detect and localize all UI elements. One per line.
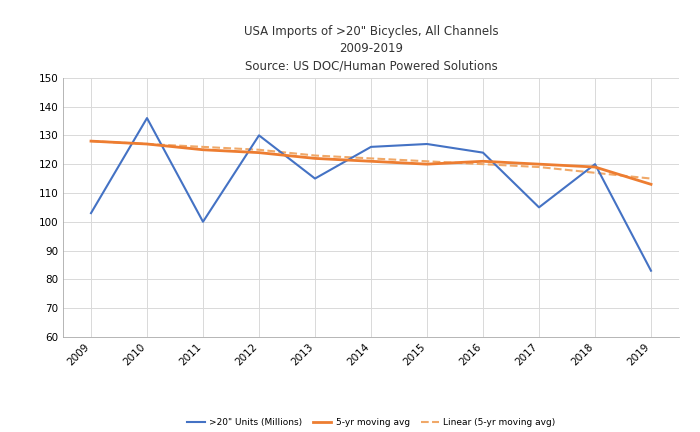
>20" Units (Millions) <box>367 144 375 149</box>
Linear (5-yr moving avg) <box>423 159 431 164</box>
Linear (5-yr moving avg) <box>143 141 151 146</box>
5-yr moving avg <box>87 139 95 144</box>
Line: 5-yr moving avg: 5-yr moving avg <box>91 141 651 184</box>
5-yr moving avg <box>591 165 599 170</box>
5-yr moving avg <box>143 141 151 146</box>
Linear (5-yr moving avg) <box>479 162 487 167</box>
5-yr moving avg <box>535 162 543 167</box>
>20" Units (Millions) <box>143 115 151 121</box>
5-yr moving avg <box>423 162 431 167</box>
>20" Units (Millions) <box>423 141 431 146</box>
5-yr moving avg <box>367 159 375 164</box>
>20" Units (Millions) <box>479 150 487 155</box>
>20" Units (Millions) <box>311 176 319 181</box>
>20" Units (Millions) <box>591 162 599 167</box>
5-yr moving avg <box>199 147 207 152</box>
Legend: >20" Units (Millions), 5-yr moving avg, Linear (5-yr moving avg): >20" Units (Millions), 5-yr moving avg, … <box>183 415 559 431</box>
>20" Units (Millions) <box>87 210 95 216</box>
Linear (5-yr moving avg) <box>647 176 655 181</box>
Linear (5-yr moving avg) <box>591 170 599 175</box>
5-yr moving avg <box>479 159 487 164</box>
Line: Linear (5-yr moving avg): Linear (5-yr moving avg) <box>91 141 651 178</box>
Linear (5-yr moving avg) <box>87 139 95 144</box>
Linear (5-yr moving avg) <box>255 147 263 152</box>
>20" Units (Millions) <box>647 268 655 273</box>
>20" Units (Millions) <box>199 219 207 224</box>
Linear (5-yr moving avg) <box>311 153 319 158</box>
Title: USA Imports of >20" Bicycles, All Channels
2009-2019
Source: US DOC/Human Powere: USA Imports of >20" Bicycles, All Channe… <box>244 25 498 73</box>
5-yr moving avg <box>647 182 655 187</box>
Line: >20" Units (Millions): >20" Units (Millions) <box>91 118 651 271</box>
Linear (5-yr moving avg) <box>199 144 207 149</box>
5-yr moving avg <box>255 150 263 155</box>
>20" Units (Millions) <box>255 133 263 138</box>
>20" Units (Millions) <box>535 205 543 210</box>
5-yr moving avg <box>311 156 319 161</box>
Linear (5-yr moving avg) <box>535 165 543 170</box>
Linear (5-yr moving avg) <box>367 156 375 161</box>
